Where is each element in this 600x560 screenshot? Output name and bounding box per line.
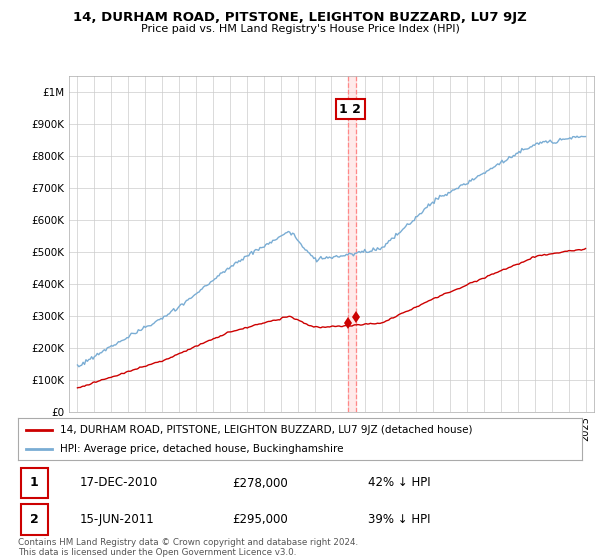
Text: 14, DURHAM ROAD, PITSTONE, LEIGHTON BUZZARD, LU7 9JZ (detached house): 14, DURHAM ROAD, PITSTONE, LEIGHTON BUZZ… — [60, 424, 473, 435]
Text: 1 2: 1 2 — [340, 102, 361, 116]
Text: 42% ↓ HPI: 42% ↓ HPI — [368, 477, 430, 489]
Text: Price paid vs. HM Land Registry's House Price Index (HPI): Price paid vs. HM Land Registry's House … — [140, 24, 460, 34]
FancyBboxPatch shape — [21, 504, 48, 535]
Text: 1: 1 — [30, 477, 39, 489]
Text: Contains HM Land Registry data © Crown copyright and database right 2024.
This d: Contains HM Land Registry data © Crown c… — [18, 538, 358, 557]
Text: 39% ↓ HPI: 39% ↓ HPI — [368, 513, 430, 526]
Text: 15-JUN-2011: 15-JUN-2011 — [80, 513, 155, 526]
FancyBboxPatch shape — [21, 468, 48, 498]
Bar — [348, 76, 356, 412]
Text: 17-DEC-2010: 17-DEC-2010 — [80, 477, 158, 489]
Text: HPI: Average price, detached house, Buckinghamshire: HPI: Average price, detached house, Buck… — [60, 444, 344, 454]
Text: 2: 2 — [30, 513, 39, 526]
Text: £295,000: £295,000 — [232, 513, 288, 526]
Text: 14, DURHAM ROAD, PITSTONE, LEIGHTON BUZZARD, LU7 9JZ: 14, DURHAM ROAD, PITSTONE, LEIGHTON BUZZ… — [73, 11, 527, 24]
Text: £278,000: £278,000 — [232, 477, 288, 489]
